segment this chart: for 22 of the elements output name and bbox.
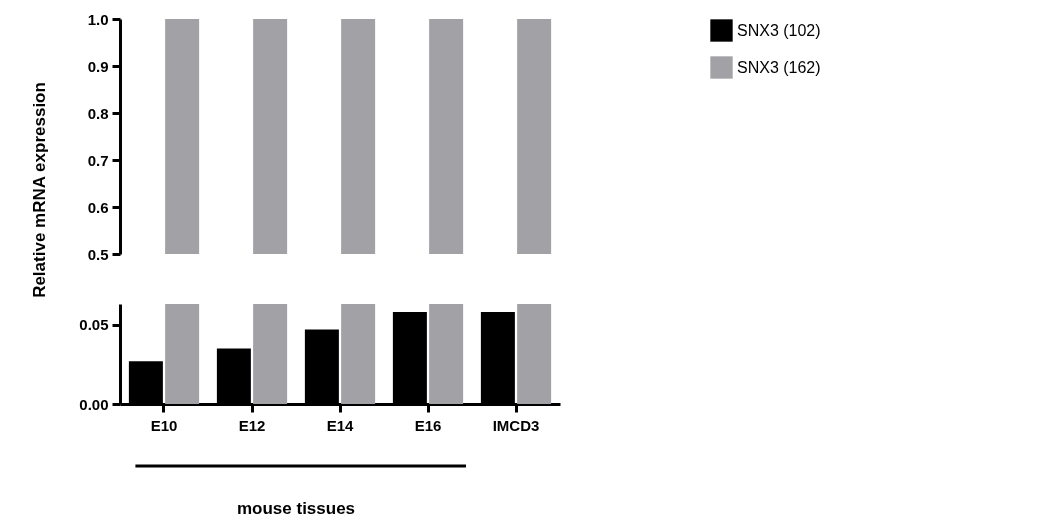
- x-tick-label: IMCD3: [492, 416, 540, 434]
- y-tick-label: 0.00: [79, 395, 109, 413]
- x-axis-title: mouse tissues: [236, 499, 356, 518]
- y-tick-label: 0.05: [79, 316, 109, 334]
- y-axis-title: Relative mRNA expression: [29, 82, 49, 298]
- x-tick-label: E16: [414, 416, 442, 434]
- x-tick-label: E10: [150, 416, 178, 434]
- legend-label: SNX3 (102): [737, 21, 821, 39]
- legend-label: SNX3 (162): [737, 58, 821, 76]
- y-tick-label: 0.9: [87, 57, 109, 75]
- y-tick-label: 0.8: [87, 104, 109, 122]
- y-tick-label: 1.0: [87, 10, 109, 28]
- y-tick-label: 0.7: [87, 151, 109, 169]
- x-tick-label: E14: [326, 416, 354, 434]
- bar: [253, 304, 288, 404]
- bar: [165, 304, 200, 404]
- bar: [517, 304, 552, 404]
- bar: [341, 304, 376, 404]
- y-tick-label: 0.5: [87, 245, 109, 263]
- bar: [429, 304, 464, 404]
- x-tick-label: E12: [238, 416, 266, 434]
- y-tick-label: 0.6: [87, 198, 109, 216]
